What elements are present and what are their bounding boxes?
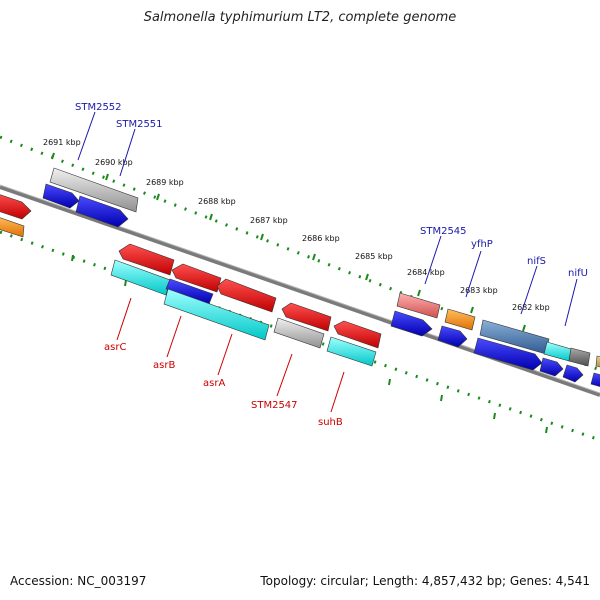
gene-feature[interactable] (333, 320, 382, 349)
gene-feature[interactable] (110, 259, 171, 296)
outer-ruler-major-ticks (51, 152, 526, 332)
ruler-label: 2684 kbp (407, 268, 445, 277)
gene-feature[interactable] (444, 308, 476, 331)
gene-label-forward[interactable]: nifU (568, 268, 588, 279)
outer-ruler (0, 135, 600, 372)
map-title: Salmonella typhimurium LT2, complete gen… (143, 10, 457, 25)
gene-label-reverse[interactable]: STM2547 (251, 400, 298, 411)
label-leader-line (276, 353, 293, 397)
label-leader-line (116, 297, 132, 341)
gene-label-forward[interactable]: STM2551 (116, 119, 163, 130)
inner-ruler-track (0, 230, 600, 442)
gene-feature[interactable] (590, 372, 600, 388)
gene-label-forward[interactable]: STM2545 (420, 226, 467, 237)
label-leader-line (564, 278, 578, 327)
gene-feature[interactable] (273, 317, 325, 349)
gene-label-forward[interactable]: STM2552 (75, 102, 122, 113)
ruler-label: 2682 kbp (512, 303, 550, 312)
topology-summary: Topology: circular; Length: 4,857,432 bp… (260, 574, 590, 588)
gene-feature[interactable] (171, 263, 222, 293)
ruler-label: 2683 kbp (460, 286, 498, 295)
gene-feature[interactable] (42, 183, 80, 209)
ruler-labels: 2691 kbp 2690 kbp 2689 kbp 2688 kbp 2687… (43, 138, 550, 312)
ruler-label: 2686 kbp (302, 234, 340, 243)
gene-feature[interactable] (163, 288, 270, 341)
gene-feature[interactable] (49, 167, 139, 213)
gene-feature[interactable] (562, 364, 584, 383)
ruler-label: 2687 kbp (250, 216, 288, 225)
forward-strand-features (0, 167, 600, 388)
gene-label-reverse[interactable]: asrB (153, 360, 175, 371)
gene-feature[interactable] (118, 243, 175, 276)
gene-label-reverse[interactable]: asrC (104, 342, 126, 353)
ruler-label: 2690 kbp (95, 158, 133, 167)
gene-feature[interactable] (437, 325, 468, 348)
label-leader-line (465, 250, 482, 298)
gene-label-forward[interactable]: yfhP (471, 239, 493, 250)
label-leader-line (77, 111, 96, 161)
gene-feature[interactable] (543, 341, 572, 362)
genome-backbone (0, 185, 600, 397)
label-leader-line (520, 265, 538, 315)
label-leader-line (330, 371, 345, 413)
gene-feature[interactable] (568, 347, 591, 367)
gene-feature[interactable] (216, 278, 277, 313)
reverse-gene-labels: asrC asrB asrA STM2547 suhB (104, 297, 345, 428)
label-leader-line (424, 235, 442, 285)
forward-gene-labels: STM2552 STM2551 STM2545 yfhP nifS nifU (75, 102, 588, 327)
gene-label-reverse[interactable]: suhB (318, 417, 343, 428)
gene-feature[interactable] (473, 337, 543, 371)
gene-label-forward[interactable]: nifS (527, 256, 546, 267)
ruler-label: 2685 kbp (355, 252, 393, 261)
label-leader-line (119, 128, 136, 177)
gene-feature[interactable] (539, 357, 564, 377)
gene-feature[interactable] (75, 195, 129, 228)
ruler-label: 2691 kbp (43, 138, 81, 147)
accession-label: Accession: NC_003197 (10, 574, 147, 588)
gene-feature[interactable] (595, 355, 600, 368)
label-leader-line (166, 315, 182, 358)
gene-feature[interactable] (396, 292, 441, 319)
gene-feature[interactable] (0, 216, 25, 238)
ruler-label: 2688 kbp (198, 197, 236, 206)
reverse-strand-features (110, 243, 382, 367)
gene-label-reverse[interactable]: asrA (203, 378, 225, 389)
label-leader-line (217, 333, 233, 376)
gene-feature[interactable] (0, 193, 32, 220)
gene-feature[interactable] (281, 302, 332, 332)
gene-feature[interactable] (326, 336, 377, 367)
ruler-label: 2689 kbp (146, 178, 184, 187)
gene-feature[interactable] (390, 310, 433, 337)
